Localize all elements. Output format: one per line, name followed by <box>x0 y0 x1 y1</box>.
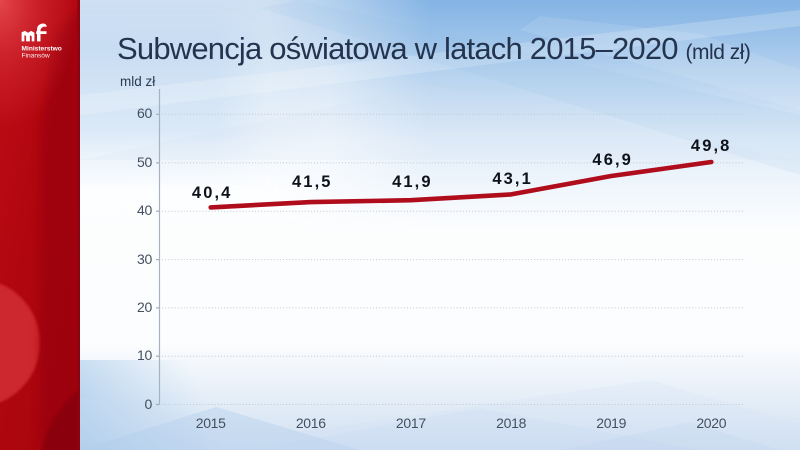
svg-text:Finansów: Finansów <box>22 53 50 60</box>
svg-text:Ministerstwo: Ministerstwo <box>22 46 62 53</box>
